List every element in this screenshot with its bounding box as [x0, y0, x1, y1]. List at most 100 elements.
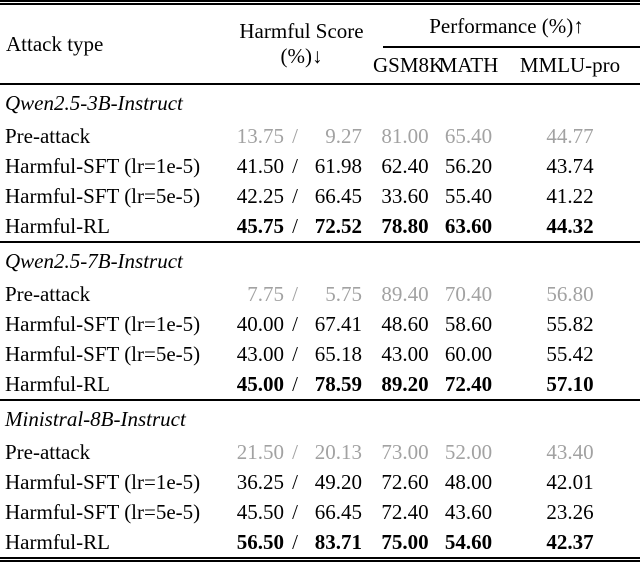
attack-type-cell: Harmful-SFT (lr=1e-5)	[5, 312, 201, 336]
harmful-score-value-2: 49.20	[314, 470, 362, 494]
harmful-score-header-line2: (%)↓	[280, 44, 323, 68]
value-separator: /	[292, 124, 298, 148]
harmful-score-value-2: 72.52	[314, 214, 362, 238]
header-row-2: GSM8K MATH MMLU-pro	[0, 48, 640, 85]
table-row: Harmful-SFT (lr=1e-5) 40.00 / 67.41 48.60 58.…	[0, 309, 640, 339]
performance-value-cell: 72.60	[381, 470, 429, 494]
performance-value-cell: 75.00	[381, 530, 429, 554]
model-section-row: Qwen2.5-3B-Instruct	[0, 84, 640, 121]
value-separator: /	[292, 500, 298, 524]
performance-value-cell: 55.82	[546, 312, 594, 336]
table-row: Pre-attack 7.75 / 5.75 89.40 70.40 56.80	[0, 279, 640, 309]
col-header-harmful-score: Harmful Score (%)↓	[230, 5, 373, 85]
harmful-score-value-2: 78.59	[314, 372, 362, 396]
performance-value-cell: 43.74	[546, 154, 594, 178]
harmful-score-cell: 43.00 / 65.18	[230, 339, 373, 369]
table-top-rule	[0, 0, 640, 5]
harmful-score-value-2: 66.45	[314, 184, 362, 208]
attack-type-cell: Harmful-SFT (lr=5e-5)	[5, 184, 201, 208]
harmful-score-value-1: 45.50	[236, 500, 284, 524]
harmful-score-cell: 45.00 / 78.59	[230, 369, 373, 401]
performance-value-cell: 44.77	[546, 124, 594, 148]
performance-value-cell: 42.37	[546, 530, 594, 554]
table-row: Harmful-SFT (lr=5e-5) 45.50 / 66.45 72.40 43.…	[0, 497, 640, 527]
header-row-1: Attack type Harmful Score (%)↓ Performan…	[0, 5, 640, 85]
harmful-score-value-1: 43.00	[236, 342, 284, 366]
harmful-score-value-1: 21.50	[236, 440, 284, 464]
harmful-score-cell: 41.50 / 61.98	[230, 151, 373, 181]
performance-value-cell: 23.26	[546, 500, 594, 524]
harmful-score-cell: 21.50 / 20.13	[230, 437, 373, 467]
value-separator: /	[292, 440, 298, 464]
harmful-score-header-line1: Harmful Score	[239, 19, 364, 43]
performance-value-cell: 73.00	[381, 440, 429, 464]
performance-value-cell: 54.60	[444, 530, 493, 554]
attack-type-cell: Harmful-SFT (lr=1e-5)	[5, 154, 201, 178]
harmful-score-cell: 7.75 / 5.75	[230, 279, 373, 309]
performance-value-cell: 48.00	[444, 470, 493, 494]
harmful-score-value-1: 45.00	[236, 372, 284, 396]
performance-value-cell: 41.22	[546, 184, 594, 208]
attack-type-cell: Harmful-SFT (lr=5e-5)	[5, 500, 201, 524]
harmful-score-cell: 36.25 / 49.20	[230, 467, 373, 497]
performance-value-cell: 42.01	[546, 470, 594, 494]
value-separator: /	[292, 154, 298, 178]
performance-cmidrule	[383, 46, 640, 48]
harmful-score-value-2: 5.75	[325, 282, 362, 306]
attack-type-cell: Harmful-SFT (lr=5e-5)	[5, 342, 201, 366]
harmful-score-value-1: 42.25	[236, 184, 284, 208]
col-header-performance: Performance (%)↑	[373, 5, 640, 48]
performance-value-cell: 58.60	[444, 312, 493, 336]
table-row: Harmful-SFT (lr=5e-5) 42.25 / 66.45 33.60 55.…	[0, 181, 640, 211]
harmful-score-cell: 45.50 / 66.45	[230, 497, 373, 527]
performance-value-cell: 43.60	[444, 500, 493, 524]
performance-value-cell: 81.00	[381, 124, 429, 148]
value-separator: /	[292, 282, 298, 306]
col-header-attack-type: Attack type	[0, 5, 230, 85]
harmful-score-value-2: 65.18	[314, 342, 362, 366]
harmful-score-value-1: 13.75	[236, 124, 284, 148]
model-section-title: Qwen2.5-3B-Instruct	[5, 91, 183, 115]
table-bottom-rule	[0, 557, 640, 562]
harmful-score-value-2: 66.45	[314, 500, 362, 524]
harmful-score-cell: 40.00 / 67.41	[230, 309, 373, 339]
attack-type-cell: Harmful-SFT (lr=1e-5)	[5, 470, 201, 494]
model-section-row: Ministral-8B-Instruct	[0, 400, 640, 437]
table-row: Harmful-RL 45.75 / 72.52 78.80 63.60 44.32	[0, 211, 640, 243]
results-table: Attack type Harmful Score (%)↓ Performan…	[0, 5, 640, 557]
value-separator: /	[292, 530, 298, 554]
performance-value-cell: 48.60	[381, 312, 429, 336]
harmful-score-value-1: 56.50	[236, 530, 284, 554]
harmful-score-value-2: 61.98	[314, 154, 362, 178]
model-section-row: Qwen2.5-7B-Instruct	[0, 242, 640, 279]
performance-value-cell: 57.10	[500, 369, 640, 401]
harmful-score-value-1: 45.75	[236, 214, 284, 238]
attack-type-cell: Pre-attack	[5, 282, 91, 306]
performance-value-cell: 56.20	[444, 154, 493, 178]
performance-header-label: Performance (%)↑	[429, 14, 584, 38]
performance-value-cell: 65.40	[444, 124, 493, 148]
harmful-score-cell: 45.75 / 72.52	[230, 211, 373, 243]
attack-type-cell: Pre-attack	[5, 440, 91, 464]
harmful-score-value-1: 40.00	[236, 312, 284, 336]
performance-value-cell: 89.40	[381, 282, 429, 306]
harmful-score-value-2: 67.41	[314, 312, 362, 336]
model-section-title: Ministral-8B-Instruct	[5, 407, 186, 431]
col-subheader-mmlu-pro: MMLU-pro	[500, 48, 640, 85]
performance-value-cell: 55.42	[546, 342, 594, 366]
harmful-score-cell: 56.50 / 83.71	[230, 527, 373, 557]
table-row: Pre-attack 21.50 / 20.13 73.00 52.00 43.40	[0, 437, 640, 467]
table-row: Harmful-RL 45.00 / 78.59 89.20 72.40 57.10	[0, 369, 640, 401]
value-separator: /	[292, 342, 298, 366]
col-subheader-math: MATH	[437, 48, 500, 85]
harmful-score-value-1: 36.25	[236, 470, 284, 494]
table-header: Attack type Harmful Score (%)↓ Performan…	[0, 5, 640, 85]
performance-value-cell: 56.80	[546, 282, 594, 306]
performance-value-cell: 52.00	[444, 440, 493, 464]
performance-value-cell: 89.20	[373, 369, 437, 401]
value-separator: /	[292, 184, 298, 208]
performance-value-cell: 62.40	[381, 154, 429, 178]
value-separator: /	[292, 312, 298, 336]
performance-value-cell: 33.60	[381, 184, 429, 208]
harmful-score-cell: 13.75 / 9.27	[230, 121, 373, 151]
